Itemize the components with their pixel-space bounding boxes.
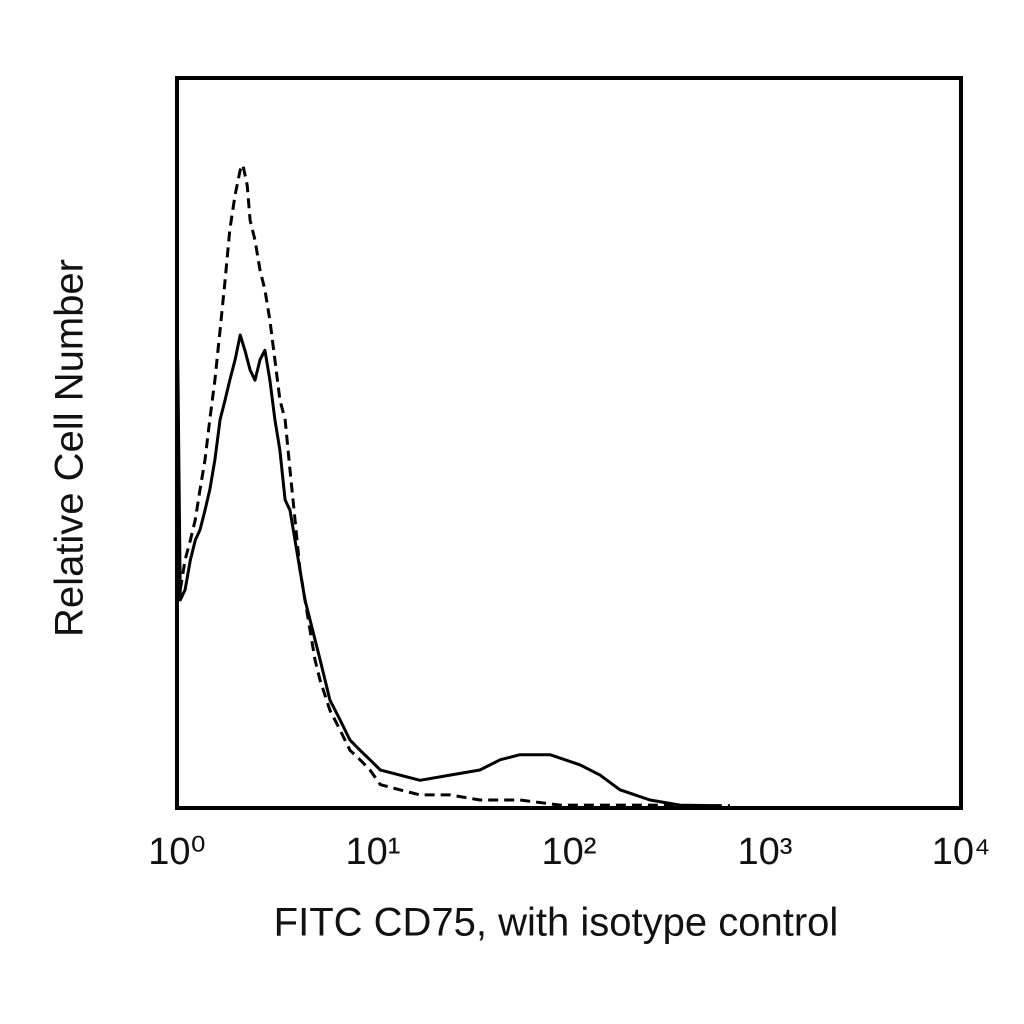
x-tick-label: 10² <box>542 831 597 873</box>
x-tick-label: 10⁴ <box>932 831 991 873</box>
x-tick-label: 10¹ <box>346 831 401 873</box>
histogram-line <box>178 163 730 808</box>
y-axis-label: Relative Cell Number <box>48 259 92 637</box>
x-tick-label: 10³ <box>738 831 793 873</box>
x-axis-label: FITC CD75, with isotype control <box>274 901 839 945</box>
histogram-line <box>176 333 720 808</box>
x-tick-label: 10⁰ <box>148 831 206 873</box>
plot-frame <box>175 76 963 810</box>
